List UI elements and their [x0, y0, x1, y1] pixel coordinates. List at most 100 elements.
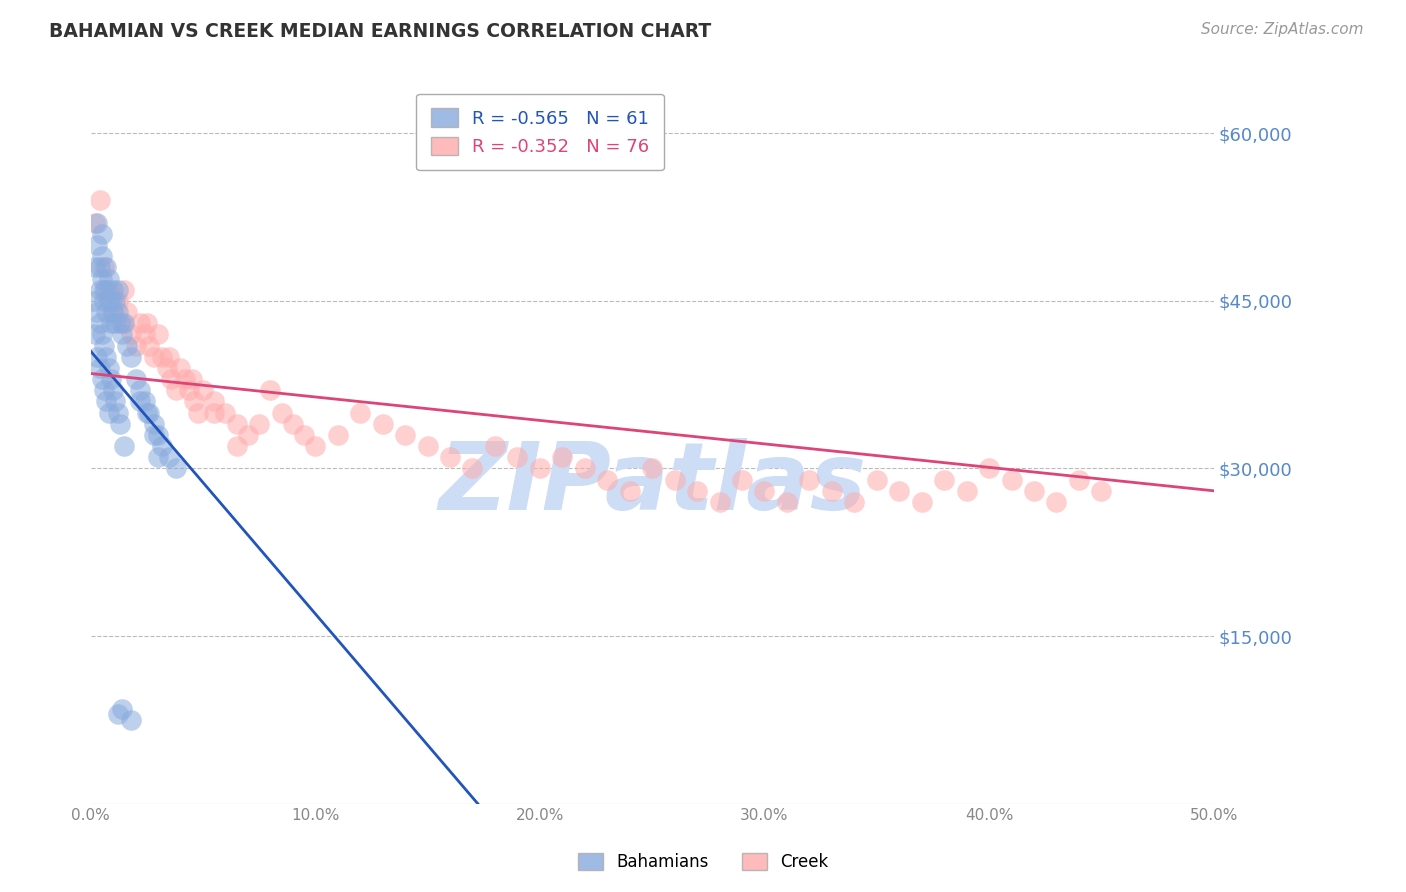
Point — [225, 417, 247, 431]
Point — [129, 394, 152, 409]
Point — [157, 350, 180, 364]
Point — [889, 483, 911, 498]
Point — [107, 305, 129, 319]
Point — [111, 327, 134, 342]
Point — [349, 406, 371, 420]
Point — [86, 305, 108, 319]
Point — [152, 350, 174, 364]
Point — [89, 260, 111, 275]
Point — [799, 473, 821, 487]
Point — [187, 406, 209, 420]
Legend: Bahamians, Creek: Bahamians, Creek — [569, 845, 837, 880]
Point — [292, 428, 315, 442]
Point — [111, 701, 134, 715]
Point — [977, 461, 1000, 475]
Point — [152, 439, 174, 453]
Point — [138, 338, 160, 352]
Point — [596, 473, 619, 487]
Point — [93, 283, 115, 297]
Point — [664, 473, 686, 487]
Point — [96, 260, 118, 275]
Point — [90, 327, 112, 342]
Point — [866, 473, 889, 487]
Point — [134, 327, 156, 342]
Point — [101, 283, 124, 297]
Point — [101, 305, 124, 319]
Point — [93, 293, 115, 308]
Point — [82, 293, 104, 308]
Point — [191, 384, 214, 398]
Point — [112, 439, 135, 453]
Point — [934, 473, 956, 487]
Point — [100, 372, 122, 386]
Point — [84, 327, 107, 342]
Point — [551, 450, 574, 465]
Point — [135, 316, 157, 330]
Point — [156, 360, 179, 375]
Point — [97, 283, 120, 297]
Point — [179, 384, 201, 398]
Point — [165, 461, 187, 475]
Point — [120, 327, 142, 342]
Point — [686, 483, 709, 498]
Point — [115, 305, 138, 319]
Point — [160, 372, 183, 386]
Point — [247, 417, 270, 431]
Point — [709, 495, 731, 509]
Point — [107, 406, 129, 420]
Point — [146, 428, 169, 442]
Point — [100, 293, 122, 308]
Point — [104, 293, 127, 308]
Point — [1045, 495, 1067, 509]
Point — [129, 316, 152, 330]
Point — [108, 316, 131, 330]
Point — [371, 417, 394, 431]
Text: ZIPatlas: ZIPatlas — [439, 438, 866, 530]
Point — [111, 316, 134, 330]
Point — [84, 260, 107, 275]
Point — [97, 293, 120, 308]
Point — [129, 384, 152, 398]
Point — [90, 227, 112, 241]
Point — [93, 338, 115, 352]
Point — [104, 316, 127, 330]
Point — [86, 350, 108, 364]
Point — [120, 713, 142, 727]
Point — [821, 483, 844, 498]
Text: Source: ZipAtlas.com: Source: ZipAtlas.com — [1201, 22, 1364, 37]
Text: BAHAMIAN VS CREEK MEDIAN EARNINGS CORRELATION CHART: BAHAMIAN VS CREEK MEDIAN EARNINGS CORREL… — [49, 22, 711, 41]
Point — [96, 350, 118, 364]
Point — [174, 372, 197, 386]
Point — [90, 249, 112, 263]
Point — [911, 495, 934, 509]
Point — [225, 439, 247, 453]
Point — [202, 406, 225, 420]
Point — [183, 394, 205, 409]
Point — [202, 394, 225, 409]
Point — [619, 483, 641, 498]
Point — [754, 483, 776, 498]
Point — [326, 428, 349, 442]
Point — [124, 372, 146, 386]
Point — [844, 495, 866, 509]
Point — [304, 439, 326, 453]
Point — [506, 450, 529, 465]
Point — [96, 283, 118, 297]
Point — [146, 450, 169, 465]
Point — [84, 216, 107, 230]
Point — [416, 439, 439, 453]
Point — [86, 238, 108, 252]
Point — [115, 338, 138, 352]
Point — [97, 360, 120, 375]
Point — [93, 384, 115, 398]
Point — [89, 283, 111, 297]
Point — [731, 473, 754, 487]
Point — [93, 260, 115, 275]
Point — [107, 707, 129, 722]
Point — [165, 384, 187, 398]
Point — [259, 384, 281, 398]
Point — [124, 338, 146, 352]
Point — [86, 216, 108, 230]
Point — [157, 450, 180, 465]
Point — [1000, 473, 1022, 487]
